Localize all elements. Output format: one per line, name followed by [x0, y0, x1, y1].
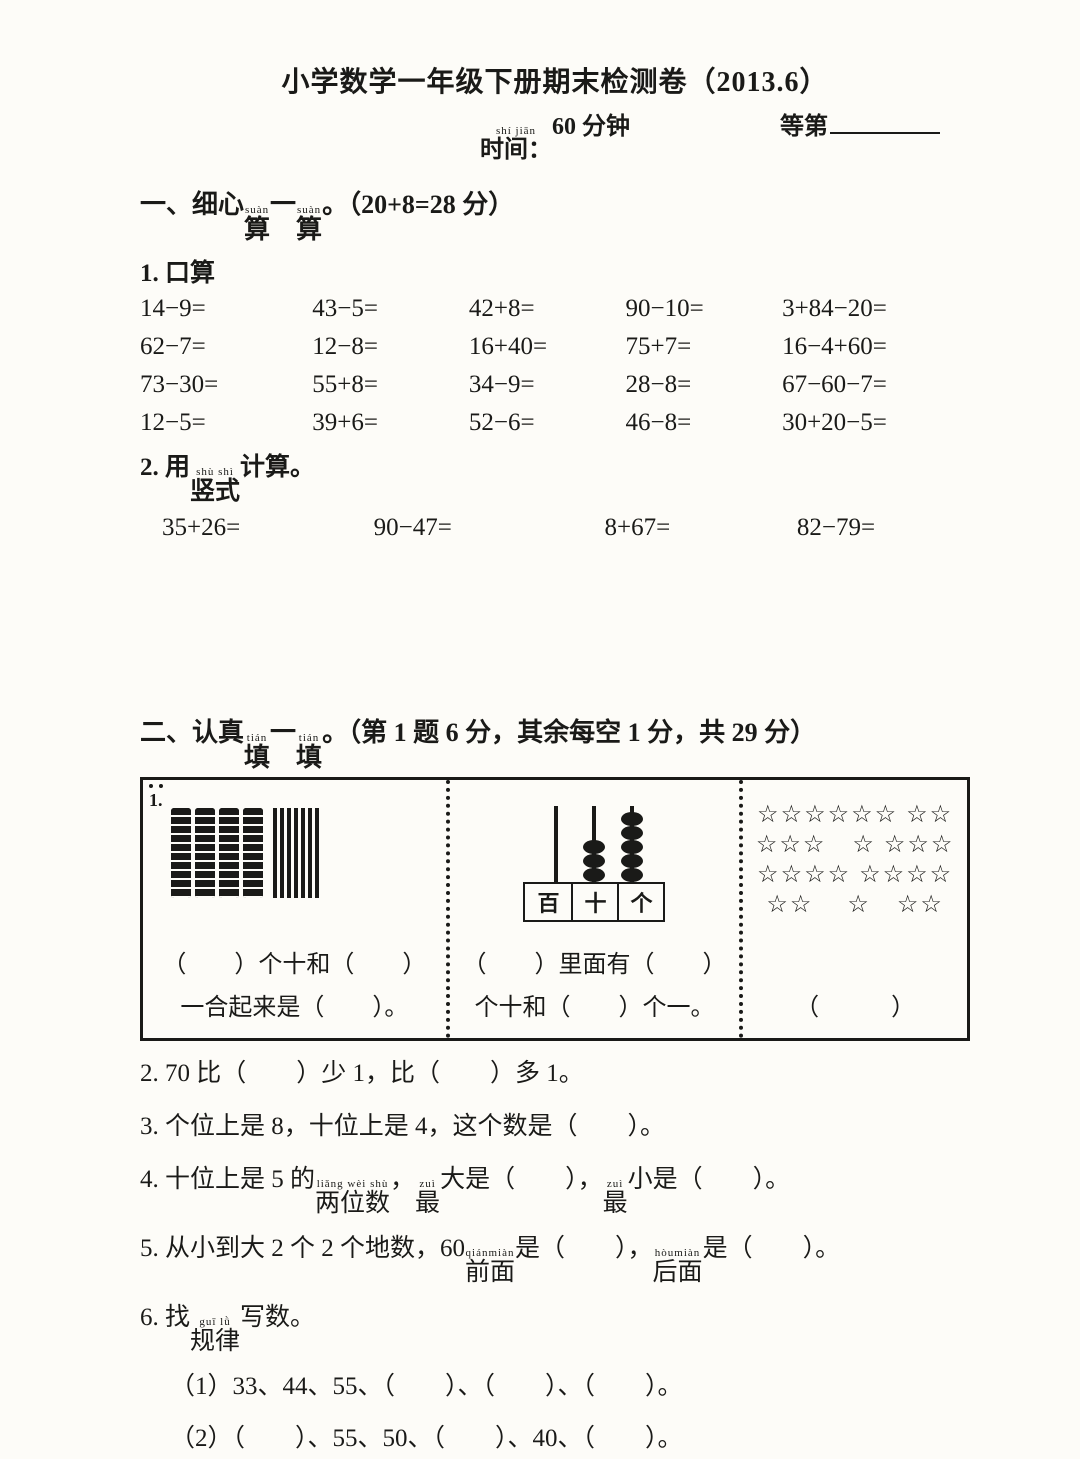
calc-cell: 42+8= [469, 295, 626, 323]
q6-1: （1）33、44、55、（ ）、（ ）、（ ）。 [140, 1368, 970, 1407]
section2-heading: 二、认真tián填一tián填。（第 1 题 6 分，其余每空 1 分，共 29… [140, 712, 970, 771]
exam-title: 小学数学一年级下册期末检测卷（2013.6） [140, 60, 970, 100]
calc-cell: 39+6= [312, 409, 469, 437]
grade-blank-line [830, 112, 940, 134]
q1-cell3-text: （ ） [743, 987, 967, 1030]
calc-cell: 16−4+60= [782, 333, 970, 361]
calc-cell: 46−8= [625, 409, 782, 437]
calc-cell: 62−7= [140, 333, 312, 361]
q1-cell1: 1. （ ）个十和（ ） 一合起来是（ ）。 [143, 780, 450, 1038]
exam-subtitle-row: shí jiān 时间： 60 分钟 等第 [140, 106, 970, 162]
mental-calc-grid: 14−9=43−5=42+8=90−10=3+84−20=62−7=12−8=1… [140, 295, 970, 437]
calc-cell: 28−8= [625, 371, 782, 399]
vertical-calc-cell: 35+26= [162, 514, 374, 542]
calc-cell: 67−60−7= [782, 371, 970, 399]
q1-cell1-text: （ ）个十和（ ） 一合起来是（ ）。 [143, 944, 446, 1030]
calc-cell: 73−30= [140, 371, 312, 399]
sub1-heading: 1. 口算 [140, 253, 970, 289]
blocks-graphic [171, 808, 319, 898]
q4: 4. 十位上是 5 的liǎng wèi shù两位数，zuì最大是（ ），zu… [140, 1161, 970, 1216]
q2: 2. 70 比（ ）少 1，比（ ）多 1。 [140, 1055, 970, 1094]
calc-cell: 16+40= [469, 333, 626, 361]
sub2-heading: 2. 用shù shì竖式计算。 [140, 447, 970, 504]
calc-cell: 34−9= [469, 371, 626, 399]
pv-label: 十 [571, 884, 617, 920]
calc-cell: 14−9= [140, 295, 312, 323]
place-value-graphic: 百十个 [523, 806, 665, 922]
q1-number: 1. [149, 784, 163, 811]
calc-cell: 12−8= [312, 333, 469, 361]
q1-cell3: ☆☆☆☆☆☆ ☆☆☆☆☆ ☆ ☆☆☆☆☆☆☆ ☆☆☆☆☆☆ ☆ ☆☆ （ ） [743, 780, 967, 1038]
calc-cell: 3+84−20= [782, 295, 970, 323]
q1-cell2-text: （ ）里面有（ ） 个十和（ ）个一。 [450, 944, 740, 1030]
vertical-calc-cell: 90−47= [374, 514, 605, 542]
stars-graphic: ☆☆☆☆☆☆ ☆☆☆☆☆ ☆ ☆☆☆☆☆☆☆ ☆☆☆☆☆☆ ☆ ☆☆ [755, 800, 955, 968]
section1-heading: 一、细心suàn算一suàn算。（20+8=28 分） [140, 184, 970, 243]
question1-box: 1. （ ）个十和（ ） 一合起来是（ ）。 [140, 777, 970, 1041]
q6: 6. 找guī lǜ规律写数。 [140, 1299, 970, 1354]
calc-cell: 30+20−5= [782, 409, 970, 437]
time-label-ruby: shí jiān 时间： [480, 126, 552, 162]
vertical-calc-row: 35+26=90−47=8+67=82−79= [140, 514, 970, 542]
time-value: 60 分钟 [552, 106, 630, 141]
pv-label: 个 [617, 884, 663, 920]
calc-cell: 75+7= [625, 333, 782, 361]
calc-cell: 52−6= [469, 409, 626, 437]
q5: 5. 从小到大 2 个 2 个地数，60qiánmiàn前面是（ ），hòumi… [140, 1230, 970, 1285]
calc-cell: 12−5= [140, 409, 312, 437]
grade-field: 等第 [780, 106, 940, 141]
q1-cell2: 百十个 （ ）里面有（ ） 个十和（ ）个一。 [450, 780, 744, 1038]
vertical-calc-cell: 82−79= [797, 514, 970, 542]
calc-cell: 90−10= [625, 295, 782, 323]
calc-cell: 43−5= [312, 295, 469, 323]
vertical-calc-cell: 8+67= [604, 514, 796, 542]
pv-label: 百 [525, 884, 571, 920]
q3: 3. 个位上是 8，十位上是 4，这个数是（ ）。 [140, 1108, 970, 1147]
calc-cell: 55+8= [312, 371, 469, 399]
